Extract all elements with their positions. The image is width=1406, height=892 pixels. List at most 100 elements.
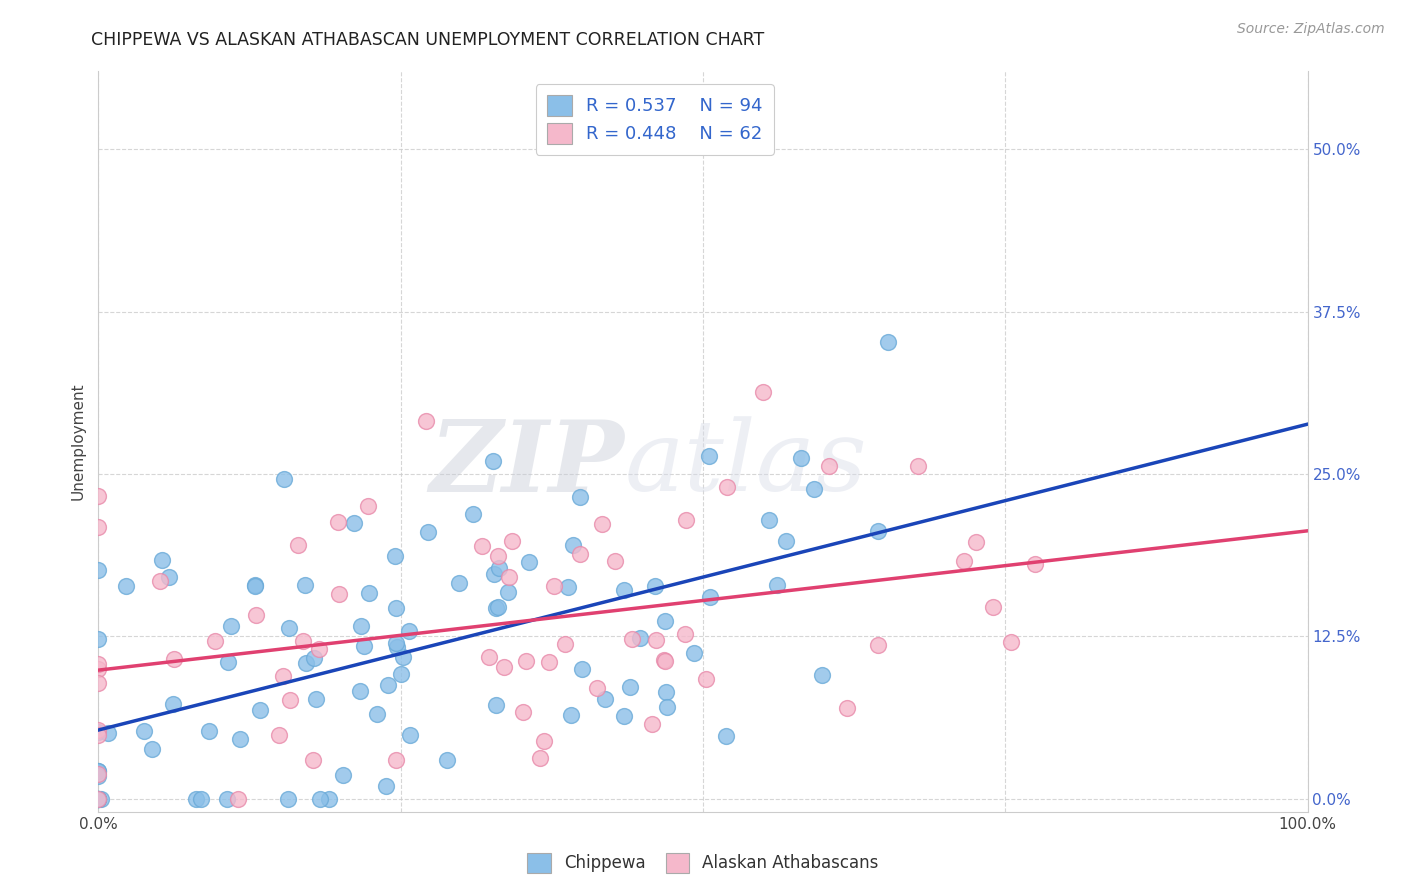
Point xyxy=(277,791,299,805)
Legend: R = 0.537    N = 94, R = 0.448    N = 62: R = 0.537 N = 94, R = 0.448 N = 62 xyxy=(536,84,773,154)
Point xyxy=(835,701,858,715)
Point xyxy=(357,585,380,599)
Point xyxy=(654,654,676,668)
Point xyxy=(399,728,422,742)
Point xyxy=(115,579,138,593)
Point xyxy=(157,570,180,584)
Point xyxy=(644,579,666,593)
Point xyxy=(486,549,509,563)
Point xyxy=(482,454,505,468)
Point xyxy=(543,579,565,593)
Point xyxy=(415,414,437,428)
Point xyxy=(245,578,267,592)
Point xyxy=(87,520,110,534)
Point xyxy=(866,524,889,538)
Point xyxy=(87,728,110,742)
Point xyxy=(965,535,987,549)
Point xyxy=(533,734,555,748)
Point xyxy=(190,791,212,805)
Point xyxy=(291,633,314,648)
Point xyxy=(87,791,110,805)
Point xyxy=(488,561,510,575)
Point xyxy=(353,639,375,653)
Point xyxy=(557,580,579,594)
Point xyxy=(308,641,330,656)
Point xyxy=(766,578,789,592)
Point xyxy=(273,472,295,486)
Point xyxy=(305,692,328,706)
Point xyxy=(517,556,540,570)
Point xyxy=(294,657,316,671)
Point xyxy=(163,652,186,666)
Point xyxy=(243,579,266,593)
Point xyxy=(217,791,239,805)
Point xyxy=(87,791,110,805)
Point xyxy=(87,767,110,781)
Point xyxy=(326,515,349,529)
Point xyxy=(392,649,415,664)
Point xyxy=(304,651,326,665)
Point xyxy=(384,549,406,564)
Point xyxy=(389,666,412,681)
Point xyxy=(349,618,371,632)
Point xyxy=(529,750,551,764)
Point xyxy=(87,791,110,805)
Point xyxy=(87,764,110,779)
Point xyxy=(561,537,583,551)
Point xyxy=(87,563,110,577)
Point xyxy=(682,646,704,660)
Text: Source: ZipAtlas.com: Source: ZipAtlas.com xyxy=(1237,22,1385,37)
Point xyxy=(141,742,163,756)
Point xyxy=(697,449,720,463)
Point xyxy=(219,619,242,633)
Point xyxy=(877,335,900,350)
Point xyxy=(87,769,110,783)
Point xyxy=(641,717,664,731)
Point xyxy=(87,791,110,805)
Point xyxy=(953,554,976,568)
Point xyxy=(673,626,696,640)
Point xyxy=(758,513,780,527)
Point xyxy=(485,600,508,615)
Point xyxy=(569,490,592,504)
Point xyxy=(418,525,440,540)
Point xyxy=(384,753,406,767)
Point xyxy=(436,753,458,767)
Point xyxy=(150,552,173,566)
Point xyxy=(186,791,208,805)
Point xyxy=(571,662,593,676)
Point xyxy=(87,723,110,737)
Point xyxy=(97,725,120,739)
Point xyxy=(162,698,184,712)
Point xyxy=(377,678,399,692)
Point xyxy=(591,517,613,532)
Point xyxy=(515,654,537,668)
Point xyxy=(537,655,560,669)
Point xyxy=(356,499,378,513)
Y-axis label: Unemployment: Unemployment xyxy=(70,383,86,500)
Point xyxy=(87,676,110,690)
Point xyxy=(675,513,697,527)
Point xyxy=(628,631,651,645)
Point xyxy=(226,791,249,805)
Point xyxy=(366,707,388,722)
Point xyxy=(349,683,371,698)
Point xyxy=(714,730,737,744)
Point xyxy=(287,538,309,552)
Point xyxy=(398,624,420,638)
Point xyxy=(485,698,508,712)
Text: ZIP: ZIP xyxy=(429,416,624,512)
Point xyxy=(512,705,534,719)
Point xyxy=(478,649,501,664)
Point xyxy=(90,791,112,805)
Point xyxy=(554,637,576,651)
Point xyxy=(983,600,1005,615)
Point xyxy=(87,764,110,778)
Point xyxy=(569,547,592,561)
Text: atlas: atlas xyxy=(624,416,868,511)
Point xyxy=(87,791,110,805)
Point xyxy=(654,614,676,628)
Point xyxy=(752,385,775,400)
Point xyxy=(149,574,172,589)
Point xyxy=(87,724,110,739)
